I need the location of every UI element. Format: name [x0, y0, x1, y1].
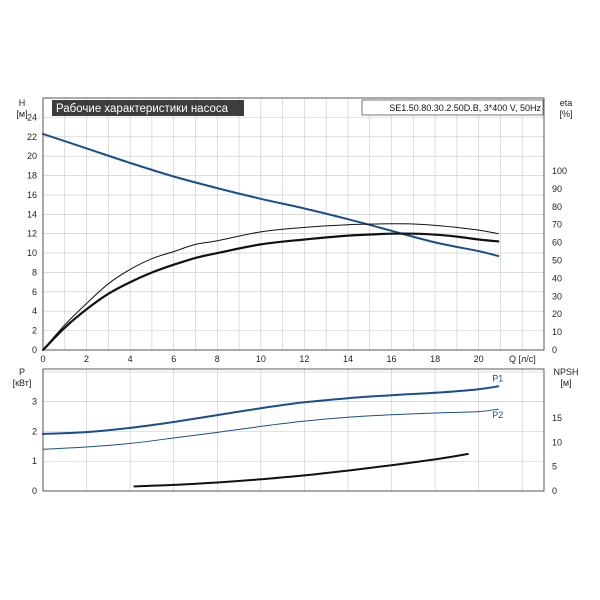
head-tick-label: 2: [32, 326, 37, 336]
head-tick-label: 12: [27, 229, 37, 239]
flow-tick-label: 18: [430, 354, 440, 364]
power-tick-labels: 0 1 2 3: [32, 397, 37, 496]
head-curve: [42, 132, 500, 257]
efficiency-tick-label: 70: [552, 220, 562, 230]
power-axis-label: P [кВт]: [13, 367, 32, 388]
npsh-axis-label: NPSH [м]: [553, 367, 578, 388]
efficiency-tick-label: 90: [552, 184, 562, 194]
head-tick-label: 0: [32, 345, 37, 355]
chart-title-box: [52, 100, 244, 116]
power-tick-label: 2: [32, 426, 37, 436]
power-tick-label: 3: [32, 397, 37, 407]
flow-tick-labels: 0 2 4 6 8 10 12 14 16 18 20: [40, 354, 483, 364]
head-tick-label: 16: [27, 190, 37, 200]
top-grid: [42, 97, 545, 351]
power-tick-label: 1: [32, 456, 37, 466]
efficiency-tick-label: 60: [552, 238, 562, 248]
pump-model-label: SE1.50.80.30.2.50D.B, 3*400 V, 50Hz: [389, 103, 541, 113]
flow-axis-label: Q [л/с]: [509, 354, 536, 364]
flow-tick-label: 12: [299, 354, 309, 364]
efficiency-tick-label: 50: [552, 256, 562, 266]
npsh-tick-labels: 0 5 10 15: [552, 413, 562, 496]
flow-tick-label: 4: [128, 354, 133, 364]
efficiency-tick-label: 20: [552, 309, 562, 319]
efficiency-tick-label: 10: [552, 327, 562, 337]
bottom-series: [42, 385, 500, 488]
p2-power-curve: [42, 408, 499, 450]
head-tick-label: 18: [27, 171, 37, 181]
flow-tick-label: 0: [40, 354, 45, 364]
top-series: [41, 132, 500, 352]
efficiency-axis-label: eta [%]: [559, 98, 572, 119]
power-tick-label: 0: [32, 486, 37, 496]
head-axis-label: H [м]: [16, 98, 27, 119]
npsh-tick-label: 10: [552, 437, 562, 447]
flow-tick-label: 6: [171, 354, 176, 364]
head-tick-label: 22: [27, 132, 37, 142]
flow-tick-label: 16: [387, 354, 397, 364]
series-label-p1: P1: [492, 373, 503, 383]
flow-tick-label: 10: [256, 354, 266, 364]
p1-power-curve: [42, 385, 500, 435]
model-box: [361, 99, 544, 116]
power-npsh-panel: 0 1 2 3 0 5 10 15 P [кВт] NPSH [м] P1 P2: [13, 367, 579, 496]
bottom-plot-frame: [42, 368, 545, 492]
top-right-tick-labels: 0 10 20 30 40 50 60 70 80 90 100: [552, 166, 567, 355]
npsh-tick-label: 5: [552, 462, 557, 472]
npsh-tick-label: 15: [552, 413, 562, 423]
chart-title: Рабочие характеристики насоса: [56, 103, 229, 115]
series-labels: P1 P2: [492, 373, 503, 420]
flow-tick-label: 8: [215, 354, 220, 364]
head-tick-label: 14: [27, 209, 37, 219]
npsh-head-curve: [41, 232, 500, 352]
efficiency-curve: [42, 223, 499, 351]
top-plot-frame: [42, 97, 545, 351]
flow-tick-label: 20: [474, 354, 484, 364]
flow-tick-label: 2: [84, 354, 89, 364]
efficiency-tick-label: 100: [552, 166, 567, 176]
head-tick-label: 8: [32, 267, 37, 277]
efficiency-tick-label: 0: [552, 345, 557, 355]
head-tick-label: 4: [32, 306, 37, 316]
npsh-tick-label: 0: [552, 486, 557, 496]
efficiency-tick-label: 30: [552, 291, 562, 301]
flow-tick-label: 14: [343, 354, 353, 364]
npsh-curve: [133, 453, 469, 488]
series-label-p2: P2: [492, 410, 503, 420]
head-tick-label: 10: [27, 248, 37, 258]
head-tick-label: 20: [27, 151, 37, 161]
efficiency-tick-label: 40: [552, 273, 562, 283]
head-tick-label: 24: [27, 112, 37, 122]
head-tick-label: 6: [32, 287, 37, 297]
efficiency-tick-label: 80: [552, 202, 562, 212]
